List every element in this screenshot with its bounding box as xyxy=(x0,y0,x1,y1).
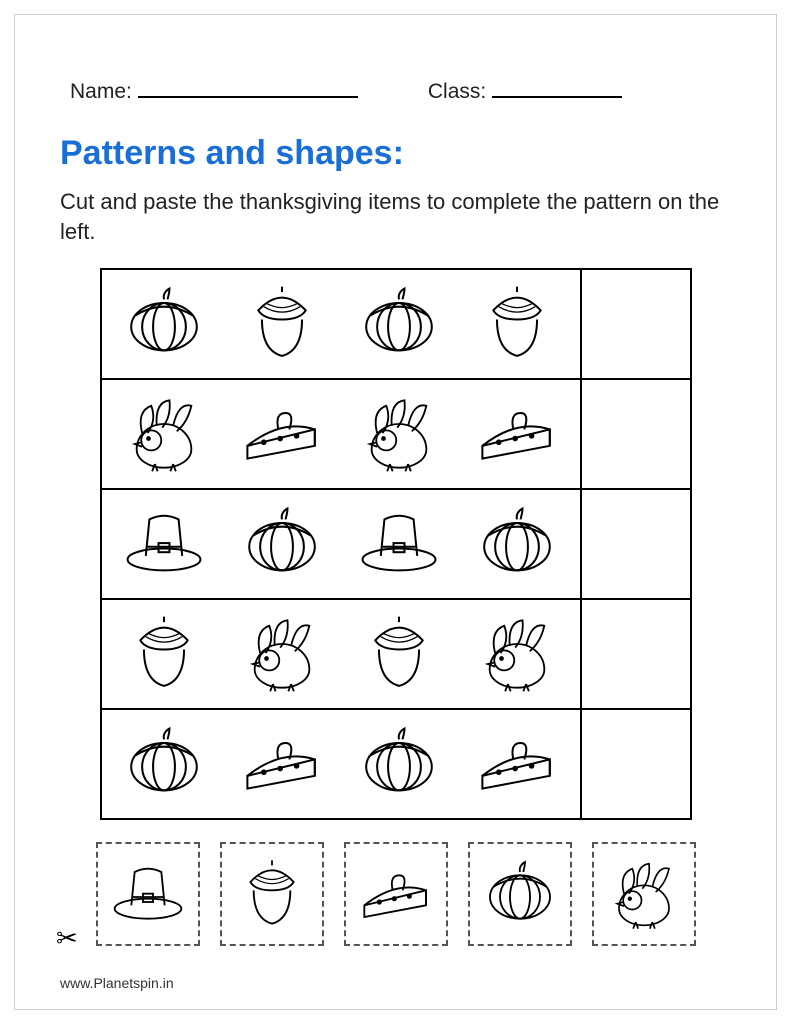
hat-icon xyxy=(349,503,449,585)
acorn-icon xyxy=(467,283,567,365)
pattern-table xyxy=(100,268,692,820)
table-row xyxy=(101,379,691,489)
scissors-icon: ✂ xyxy=(56,923,78,954)
turkey-icon xyxy=(349,393,449,475)
hat-icon xyxy=(114,503,214,585)
class-blank[interactable] xyxy=(492,75,622,98)
pie-icon xyxy=(232,723,332,805)
acorn-icon xyxy=(114,613,214,695)
class-field: Class: xyxy=(428,75,622,104)
name-label: Name: xyxy=(70,80,132,104)
pumpkin-icon xyxy=(349,723,449,805)
acorn-icon xyxy=(232,283,332,365)
pumpkin-icon xyxy=(349,283,449,365)
pattern-cell xyxy=(101,709,581,819)
turkey-icon xyxy=(114,393,214,475)
name-field: Name: xyxy=(70,75,358,104)
table-row xyxy=(101,489,691,599)
answer-slot[interactable] xyxy=(581,599,691,709)
pumpkin-icon xyxy=(232,503,332,585)
footer-url: www.Planetspin.in xyxy=(60,975,174,991)
pattern-cell xyxy=(101,379,581,489)
pumpkin-icon xyxy=(467,503,567,585)
pattern-cell xyxy=(101,269,581,379)
page-title: Patterns and shapes: xyxy=(60,134,731,173)
table-row xyxy=(101,709,691,819)
pumpkin-icon xyxy=(114,723,214,805)
name-blank[interactable] xyxy=(138,75,358,98)
answer-slot[interactable] xyxy=(581,269,691,379)
cutout-hat[interactable] xyxy=(96,842,200,946)
pattern-cell xyxy=(101,599,581,709)
answer-slot[interactable] xyxy=(581,489,691,599)
cutout-pumpkin[interactable] xyxy=(468,842,572,946)
turkey-icon xyxy=(232,613,332,695)
header-fields: Name: Class: xyxy=(70,75,721,104)
acorn-icon xyxy=(349,613,449,695)
instructions-text: Cut and paste the thanksgiving items to … xyxy=(60,187,725,246)
table-row xyxy=(101,269,691,379)
cutout-acorn[interactable] xyxy=(220,842,324,946)
table-row xyxy=(101,599,691,709)
answer-slot[interactable] xyxy=(581,709,691,819)
pie-icon xyxy=(232,393,332,475)
pumpkin-icon xyxy=(114,283,214,365)
pattern-cell xyxy=(101,489,581,599)
worksheet-page: Name: Class: Patterns and shapes: Cut an… xyxy=(14,14,777,1010)
pie-icon xyxy=(467,393,567,475)
turkey-icon xyxy=(467,613,567,695)
answer-slot[interactable] xyxy=(581,379,691,489)
cutout-turkey[interactable] xyxy=(592,842,696,946)
class-label: Class: xyxy=(428,80,486,104)
pie-icon xyxy=(467,723,567,805)
cutout-row: ✂ xyxy=(60,842,731,946)
cutout-pie[interactable] xyxy=(344,842,448,946)
